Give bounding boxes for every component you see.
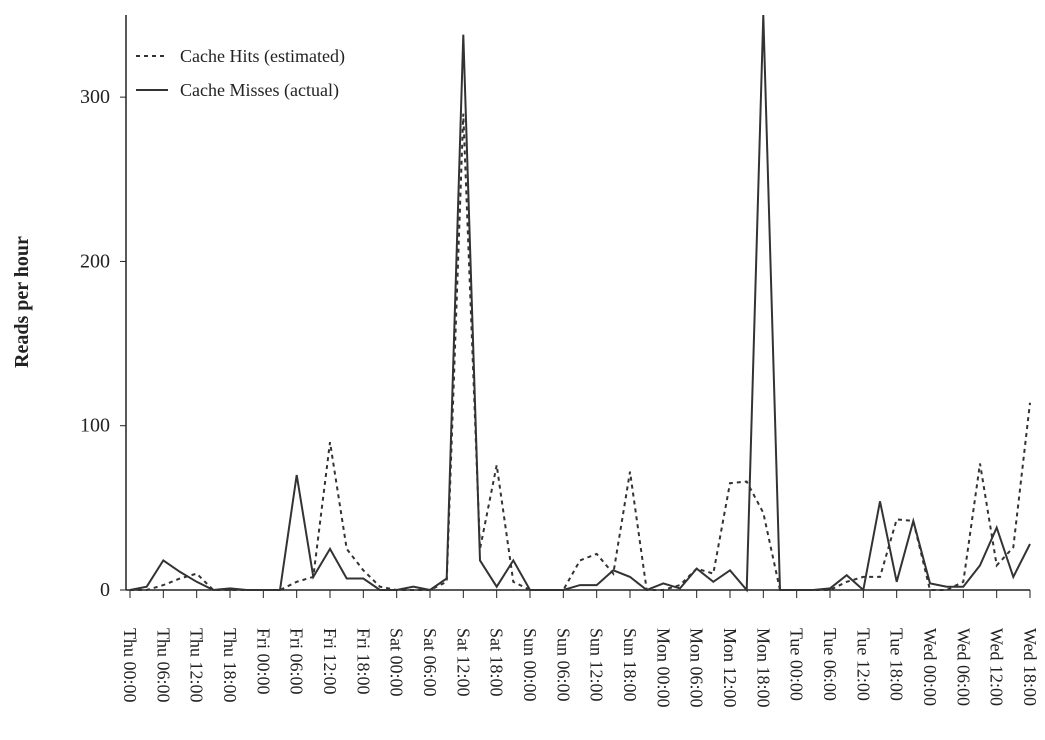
x-tick-label: Wed 06:00 bbox=[953, 628, 973, 706]
y-tick-label: 200 bbox=[80, 250, 110, 272]
y-axis-label: Reads per hour bbox=[11, 236, 33, 368]
series-line bbox=[130, 113, 1031, 591]
x-tick-label: Sat 18:00 bbox=[487, 628, 507, 697]
x-tick-label: Sat 00:00 bbox=[387, 628, 407, 697]
x-tick-label: Tue 12:00 bbox=[853, 628, 873, 701]
x-tick-label: Tue 00:00 bbox=[787, 628, 807, 701]
legend-label: Cache Hits (estimated) bbox=[180, 46, 345, 67]
x-tick-label: Mon 00:00 bbox=[653, 628, 673, 708]
x-tick-label: Thu 18:00 bbox=[220, 628, 240, 703]
x-tick-label: Thu 00:00 bbox=[120, 628, 140, 703]
x-tick-label: Wed 12:00 bbox=[987, 628, 1007, 706]
x-tick-label: Sun 06:00 bbox=[553, 628, 573, 702]
x-tick-label: Sun 18:00 bbox=[620, 628, 640, 702]
x-tick-label: Sun 12:00 bbox=[587, 628, 607, 702]
x-tick-label: Fri 06:00 bbox=[287, 628, 307, 695]
y-tick-label: 300 bbox=[80, 86, 110, 108]
x-tick-label: Fri 00:00 bbox=[253, 628, 273, 695]
x-tick-label: Fri 18:00 bbox=[353, 628, 373, 695]
x-tick-label: Tue 06:00 bbox=[820, 628, 840, 701]
x-tick-label: Mon 06:00 bbox=[687, 628, 707, 708]
x-tick-label: Wed 00:00 bbox=[920, 628, 940, 706]
series-line bbox=[129, 14, 1031, 593]
x-tick-label: Sat 12:00 bbox=[453, 628, 473, 697]
x-tick-label: Thu 06:00 bbox=[153, 628, 173, 703]
x-tick-label: Wed 18:00 bbox=[1020, 628, 1040, 706]
y-tick-label: 100 bbox=[80, 415, 110, 437]
x-tick-label: Mon 12:00 bbox=[720, 628, 740, 708]
x-tick-label: Sun 00:00 bbox=[520, 628, 540, 702]
x-tick-label: Thu 12:00 bbox=[187, 628, 207, 703]
x-tick-label: Sat 06:00 bbox=[420, 628, 440, 697]
legend-label: Cache Misses (actual) bbox=[180, 80, 339, 101]
x-tick-label: Fri 12:00 bbox=[320, 628, 340, 695]
x-tick-label: Tue 18:00 bbox=[887, 628, 907, 701]
x-tick-label: Mon 18:00 bbox=[753, 628, 773, 708]
y-tick-label: 0 bbox=[100, 579, 110, 601]
